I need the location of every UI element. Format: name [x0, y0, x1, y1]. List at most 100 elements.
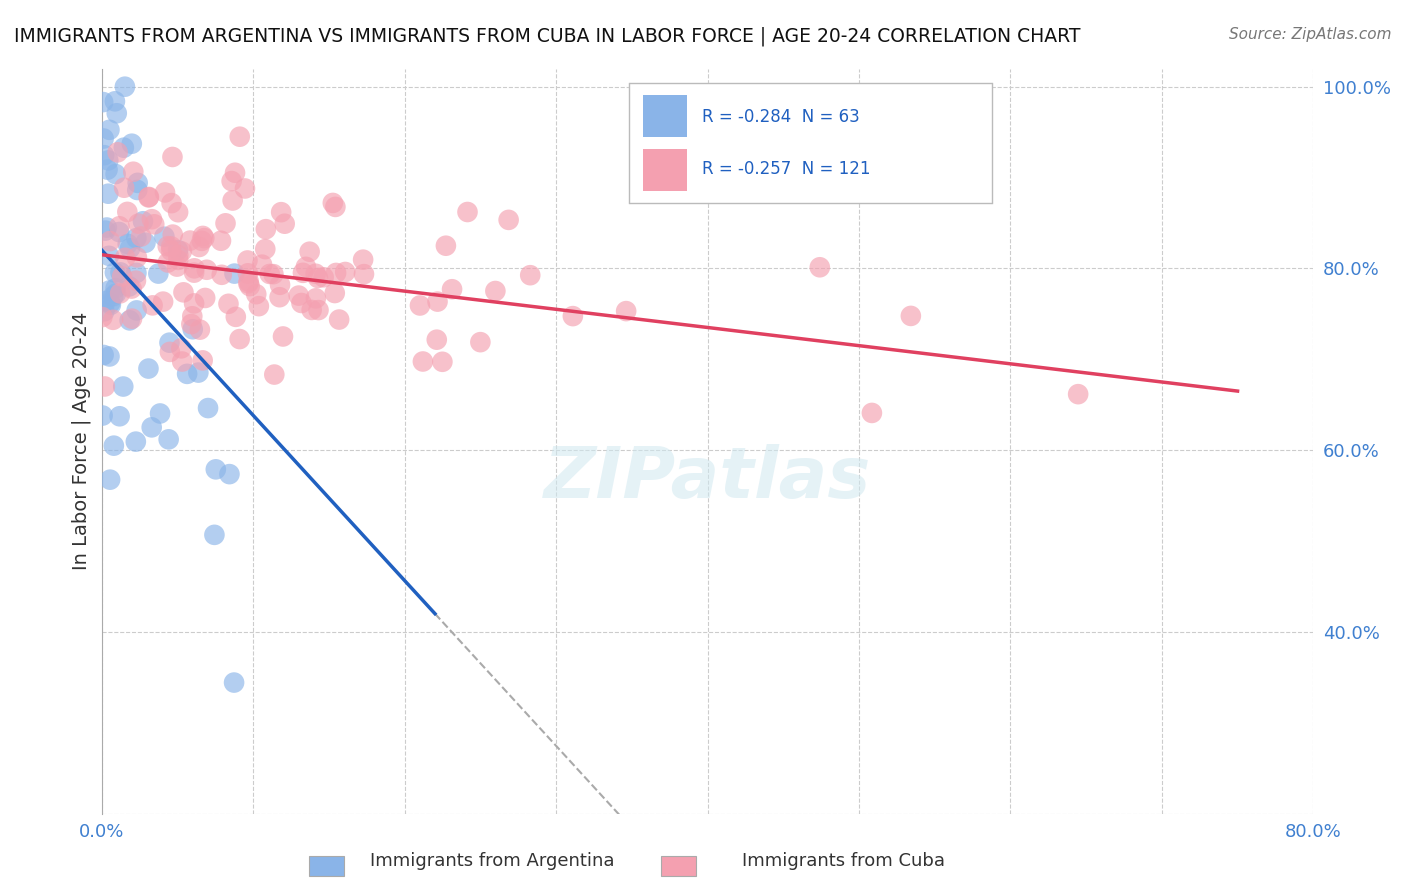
Point — [111, 269, 134, 284]
Point — [561, 309, 583, 323]
Point — [96, 220, 118, 235]
Text: IMMIGRANTS FROM ARGENTINA VS IMMIGRANTS FROM CUBA IN LABOR FORCE | AGE 20-24 COR: IMMIGRANTS FROM ARGENTINA VS IMMIGRANTS … — [14, 27, 1081, 46]
Point — [117, 205, 139, 219]
Point — [328, 312, 350, 326]
Point — [183, 296, 205, 310]
Point — [160, 239, 183, 253]
Point — [214, 216, 236, 230]
Point — [238, 275, 260, 289]
Point — [108, 225, 131, 239]
Point — [217, 297, 239, 311]
Point — [434, 238, 457, 252]
Point — [236, 266, 259, 280]
Point — [432, 355, 454, 369]
Point — [162, 150, 184, 164]
Point — [233, 181, 256, 195]
Point — [121, 311, 143, 326]
Point — [104, 167, 127, 181]
Point — [162, 227, 184, 242]
Point — [127, 183, 149, 197]
Point — [273, 217, 295, 231]
Point — [228, 332, 250, 346]
Point — [298, 244, 321, 259]
Point — [118, 313, 141, 327]
Point — [254, 242, 277, 256]
Point — [98, 234, 121, 248]
Point — [259, 267, 281, 281]
Point — [170, 342, 193, 356]
Point — [193, 231, 215, 245]
Point — [104, 266, 127, 280]
Point — [152, 294, 174, 309]
Point — [160, 244, 183, 258]
Point — [110, 265, 132, 279]
Point — [291, 266, 314, 280]
Point — [204, 462, 226, 476]
Point — [254, 222, 277, 236]
Point — [104, 286, 127, 301]
Point — [107, 145, 129, 160]
Point — [172, 354, 194, 368]
Point — [271, 329, 294, 343]
Text: ZIPatlas: ZIPatlas — [544, 444, 872, 513]
Point — [195, 262, 218, 277]
Point — [91, 95, 114, 109]
Point — [97, 249, 120, 263]
Point — [353, 267, 375, 281]
Point — [808, 260, 831, 275]
Point — [105, 106, 128, 120]
Point — [247, 299, 270, 313]
Point — [127, 217, 149, 231]
Point — [239, 279, 262, 293]
Point — [484, 284, 506, 298]
Point — [441, 282, 464, 296]
Point — [181, 310, 204, 324]
Point — [134, 235, 156, 250]
Point — [426, 294, 449, 309]
Point — [97, 186, 120, 201]
Point — [98, 284, 121, 298]
Point — [167, 248, 190, 262]
Point — [138, 361, 160, 376]
Point — [156, 255, 179, 269]
Point — [108, 409, 131, 424]
Point — [307, 271, 329, 285]
Point — [157, 433, 180, 447]
Point — [159, 335, 181, 350]
Point — [167, 205, 190, 219]
Point — [96, 162, 118, 177]
Point — [222, 675, 245, 690]
Point — [108, 286, 131, 301]
Point — [93, 131, 115, 145]
Point — [426, 333, 449, 347]
Point — [179, 234, 201, 248]
Point — [141, 212, 163, 227]
Point — [167, 252, 190, 267]
Point — [180, 317, 202, 331]
Point — [335, 265, 357, 279]
Point — [138, 190, 160, 204]
Point — [238, 277, 260, 291]
Point — [325, 200, 347, 214]
Point — [98, 473, 121, 487]
Point — [125, 434, 148, 449]
Y-axis label: In Labor Force | Age 20-24: In Labor Force | Age 20-24 — [72, 312, 91, 570]
Point — [221, 174, 243, 188]
Point — [225, 310, 247, 324]
Point — [160, 196, 183, 211]
Point — [94, 293, 117, 308]
Point — [91, 310, 114, 324]
Point — [209, 234, 232, 248]
Point — [170, 244, 193, 259]
Point — [167, 243, 190, 257]
Point — [1067, 387, 1090, 401]
Point — [250, 258, 273, 272]
Point — [156, 239, 179, 253]
Point — [142, 298, 165, 312]
Point — [103, 289, 125, 303]
Point — [166, 260, 188, 274]
Point — [172, 285, 194, 300]
Point — [125, 266, 148, 280]
Point — [470, 335, 492, 350]
Point — [143, 217, 166, 231]
